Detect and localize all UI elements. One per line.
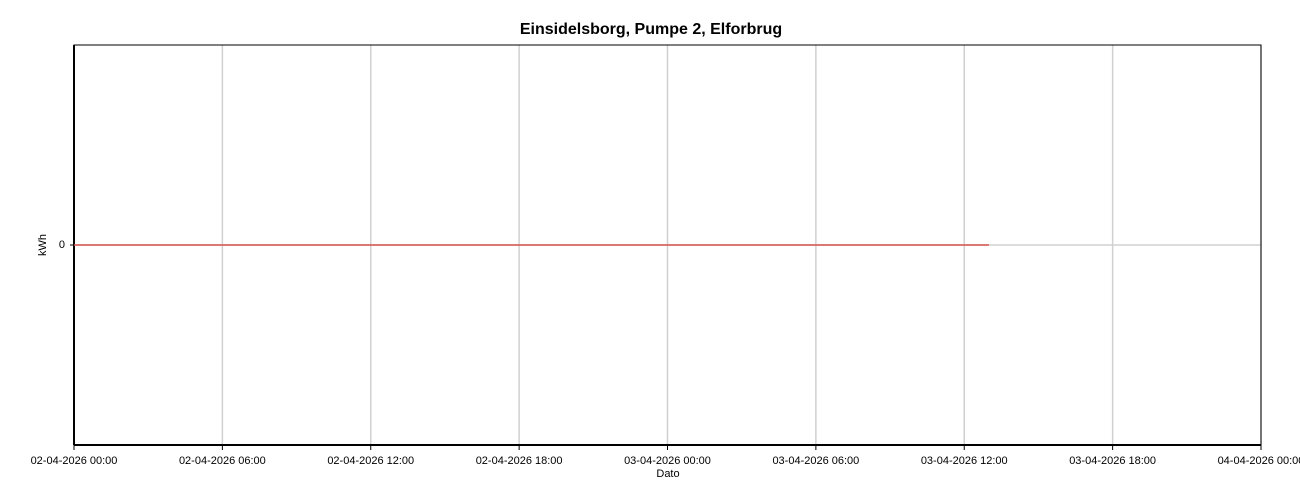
x-tick-label: 03-04-2026 00:00: [624, 455, 711, 467]
x-tick-label: 03-04-2026 18:00: [1069, 455, 1156, 467]
x-tick-label: 03-04-2026 12:00: [921, 455, 1008, 467]
y-axis-label: kWh: [37, 234, 49, 256]
chart-title: Einsidelsborg, Pumpe 2, Elforbrug: [520, 21, 782, 38]
x-tick-label: 02-04-2026 00:00: [31, 455, 118, 467]
y-tick-label: 0: [59, 239, 65, 251]
x-tick-label: 02-04-2026 12:00: [327, 455, 414, 467]
x-tick-label: 03-04-2026 06:00: [772, 455, 859, 467]
x-tick-label: 02-04-2026 18:00: [476, 455, 563, 467]
x-tick-label: 02-04-2026 06:00: [179, 455, 266, 467]
x-axis-label: Dato: [656, 468, 679, 480]
x-tick-label: 04-04-2026 00:00: [1218, 455, 1300, 467]
